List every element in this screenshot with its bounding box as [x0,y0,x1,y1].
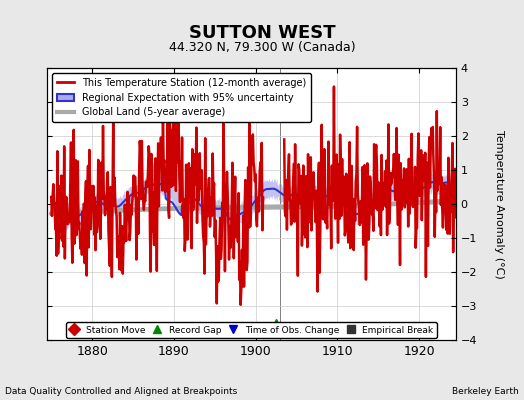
Legend: Station Move, Record Gap, Time of Obs. Change, Empirical Break: Station Move, Record Gap, Time of Obs. C… [66,322,437,338]
Text: SUTTON WEST: SUTTON WEST [189,24,335,42]
Text: Data Quality Controlled and Aligned at Breakpoints: Data Quality Controlled and Aligned at B… [5,387,237,396]
Y-axis label: Temperature Anomaly (°C): Temperature Anomaly (°C) [494,130,504,278]
Text: Berkeley Earth: Berkeley Earth [452,387,519,396]
Text: 44.320 N, 79.300 W (Canada): 44.320 N, 79.300 W (Canada) [169,41,355,54]
